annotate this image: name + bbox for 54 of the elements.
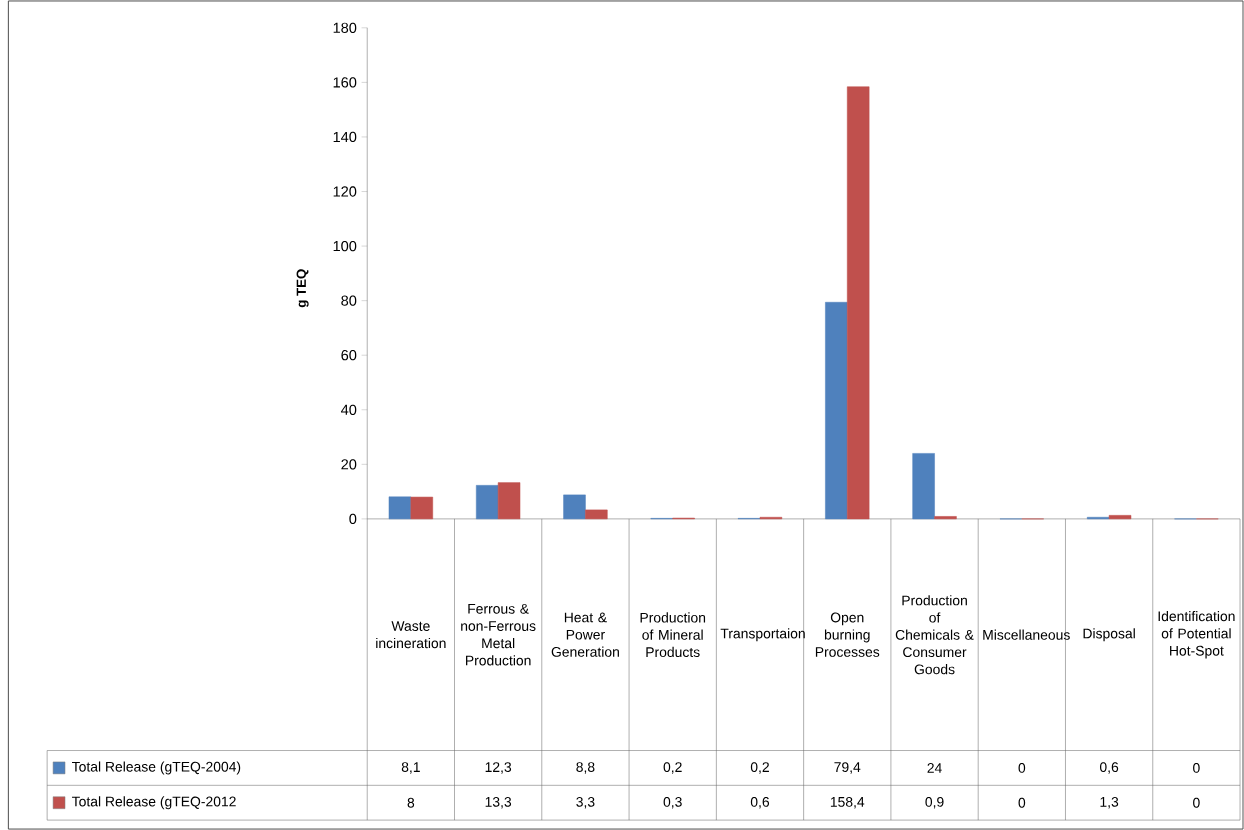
bar xyxy=(825,301,848,520)
data-label: 24 xyxy=(927,763,942,773)
data-label: 0,2 xyxy=(750,762,769,774)
data-label: 0 xyxy=(1018,797,1026,808)
data-label: 0 xyxy=(1193,797,1200,808)
data-label: 79,4 xyxy=(834,762,861,774)
data-label: 0,6 xyxy=(1099,762,1119,774)
x-tick-label: Ferrous & non-Ferrous Metal Production xyxy=(461,603,536,666)
y-tick-label: 20 xyxy=(341,459,357,470)
bar xyxy=(912,453,935,520)
legend-label: Total Release (gTEQ-2004) xyxy=(72,761,241,775)
bar xyxy=(1108,515,1132,520)
data-label: 0,3 xyxy=(663,796,682,809)
x-tick-label: Disposal xyxy=(1083,628,1135,642)
data-label: 0 xyxy=(1018,762,1026,773)
legend-label: Total Release (gTEQ-2012 xyxy=(72,796,236,810)
bar xyxy=(563,494,586,520)
data-label: 13,3 xyxy=(485,796,512,809)
data-label: 8 xyxy=(407,797,415,808)
x-tick-label: Production of Mineral Products xyxy=(640,612,706,658)
data-label: 1,3 xyxy=(1100,796,1119,809)
data-label: 8,8 xyxy=(576,762,595,774)
y-tick-label: 40 xyxy=(341,404,357,415)
data-label: 0,6 xyxy=(750,796,770,809)
y-tick-label: 0 xyxy=(349,513,357,525)
x-tick-label: Open burning Processes xyxy=(815,612,880,657)
data-label: 12,3 xyxy=(485,762,512,774)
x-tick-label: Heat & Power Generation xyxy=(551,612,619,657)
bar xyxy=(476,485,499,520)
y-tick-label: 160 xyxy=(333,77,357,88)
data-label: 0,2 xyxy=(663,762,682,774)
bar xyxy=(934,516,957,520)
y-tick-label: 120 xyxy=(333,186,357,197)
bar xyxy=(410,496,434,520)
y-tick-label: 100 xyxy=(333,240,357,252)
bar xyxy=(585,509,608,520)
bar xyxy=(388,496,412,520)
data-label: 8,1 xyxy=(401,762,420,774)
data-label: 158,4 xyxy=(830,796,865,809)
y-tick-label: 180 xyxy=(333,22,357,33)
x-tick-label: Miscellaneous xyxy=(983,629,1070,640)
data-label: 0,9 xyxy=(925,796,944,809)
y-tick-label: 80 xyxy=(341,295,357,306)
data-label: 3,3 xyxy=(576,796,595,809)
x-tick-label: Identification of Potential Hot-Spot xyxy=(1158,610,1235,659)
x-tick-label: Transportaion xyxy=(720,628,805,642)
data-label: 0 xyxy=(1193,762,1200,773)
y-axis-title: g TEQ xyxy=(296,269,309,308)
bar xyxy=(847,86,870,520)
y-tick-label: 140 xyxy=(333,131,357,143)
x-tick-label: Production of Chemicals & Consumer Goods xyxy=(895,595,974,675)
x-tick-label: Waste incineration xyxy=(376,621,446,649)
y-tick-label: 60 xyxy=(341,350,357,361)
bar xyxy=(497,482,521,520)
